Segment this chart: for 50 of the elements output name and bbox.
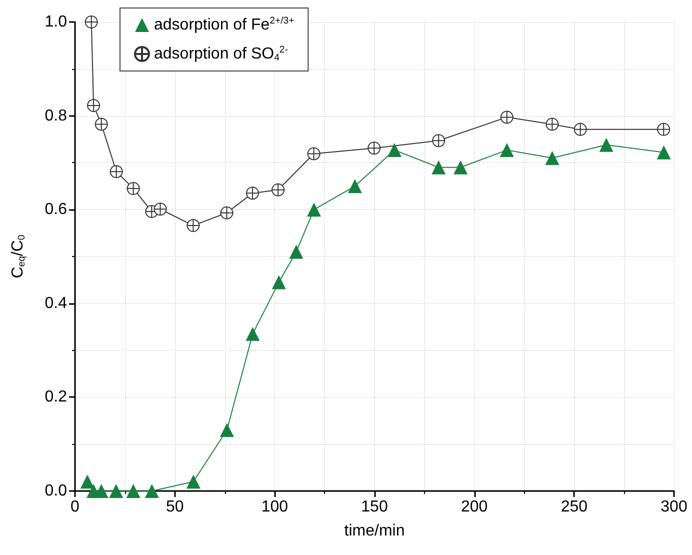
point <box>500 143 514 158</box>
y-tick-label: 0.4 <box>44 294 68 312</box>
point <box>546 118 559 131</box>
x-tick-label: 0 <box>70 498 80 516</box>
point <box>246 186 260 200</box>
point <box>500 110 514 124</box>
point <box>368 142 381 155</box>
y-axis-title: Ceq/C0 <box>10 234 28 278</box>
x-tick-label: 300 <box>660 498 688 516</box>
y-tick-label: 0.6 <box>44 201 68 218</box>
point <box>126 182 140 195</box>
point <box>307 147 320 160</box>
point <box>109 484 124 498</box>
point <box>186 474 200 489</box>
point <box>84 16 98 28</box>
point <box>545 151 560 166</box>
y-tick-label: 1.0 <box>44 14 68 30</box>
x-tick-label: 200 <box>460 498 488 516</box>
point <box>599 138 614 152</box>
point <box>186 219 200 232</box>
point <box>348 179 362 194</box>
point <box>144 484 159 498</box>
y-tick-label: 0.0 <box>44 482 68 500</box>
point <box>432 134 446 148</box>
x-axis-title: time/min <box>344 522 405 540</box>
point <box>220 206 234 220</box>
point <box>94 118 108 131</box>
x-tick-label: 250 <box>560 498 588 516</box>
point <box>454 160 468 174</box>
point <box>289 244 304 259</box>
point <box>220 423 234 438</box>
point <box>432 160 446 174</box>
point <box>272 183 285 196</box>
point <box>656 145 671 160</box>
x-tick-label: 150 <box>361 498 388 516</box>
x-tick-label: 100 <box>261 498 288 516</box>
x-tick-label: 50 <box>166 498 184 516</box>
point <box>154 202 167 216</box>
point <box>246 326 260 341</box>
y-tick-label: 0.8 <box>44 107 68 124</box>
point <box>387 143 402 158</box>
point <box>272 275 286 290</box>
point <box>574 122 587 136</box>
point <box>307 202 321 217</box>
point <box>657 122 670 136</box>
y-tick-label: 0.2 <box>44 388 68 406</box>
point <box>126 484 140 498</box>
point <box>87 98 100 112</box>
point <box>80 474 94 489</box>
point <box>110 165 123 178</box>
